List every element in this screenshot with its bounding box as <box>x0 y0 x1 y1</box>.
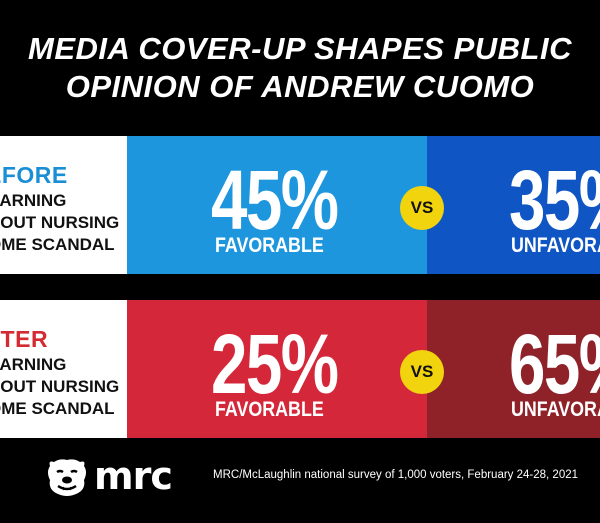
label-line: OME SCANDAL <box>0 235 115 254</box>
unfavorable-panel-before: 35% UNFAVORA <box>427 136 600 274</box>
unfavorable-label-before: UNFAVORA <box>511 234 600 257</box>
unfavorable-value-after: 65% <box>509 317 600 411</box>
favorable-panel-after: 25% FAVORABLE <box>127 300 427 438</box>
unfavorable-value-before: 35% <box>509 153 600 247</box>
mrc-logo: mrc <box>44 454 214 498</box>
vs-badge-before: VS <box>400 186 444 230</box>
label-line: OME SCANDAL <box>0 399 115 418</box>
vs-badge-after: VS <box>400 350 444 394</box>
label-heading-after: FTER <box>0 326 49 352</box>
survey-source: MRC/McLaughlin national survey of 1,000 … <box>213 469 579 481</box>
label-heading-before: EFORE <box>0 162 68 188</box>
unfavorable-label-after: UNFAVORA <box>511 398 600 421</box>
bulldog-icon <box>48 459 86 496</box>
headline-line-2: OPINION OF ANDREW CUOMO <box>65 69 535 104</box>
mrc-logo-text: mrc <box>94 454 173 498</box>
footer: mrc MRC/McLaughlin national survey of 1,… <box>0 452 600 502</box>
favorable-label-after: FAVORABLE <box>215 398 324 421</box>
label-line: BOUT NURSING <box>0 213 120 232</box>
headline-line-1: MEDIA COVER-UP SHAPES PUBLIC <box>28 31 572 66</box>
label-line: BOUT NURSING <box>0 377 120 396</box>
headline: MEDIA COVER-UP SHAPES PUBLIC OPINION OF … <box>0 30 600 106</box>
favorable-label-before: FAVORABLE <box>215 234 324 257</box>
favorable-value-before: 45% <box>211 153 339 247</box>
unfavorable-panel-after: 65% UNFAVORA <box>427 300 600 438</box>
favorable-panel-before: 45% FAVORABLE <box>127 136 427 274</box>
favorable-value-after: 25% <box>211 317 339 411</box>
